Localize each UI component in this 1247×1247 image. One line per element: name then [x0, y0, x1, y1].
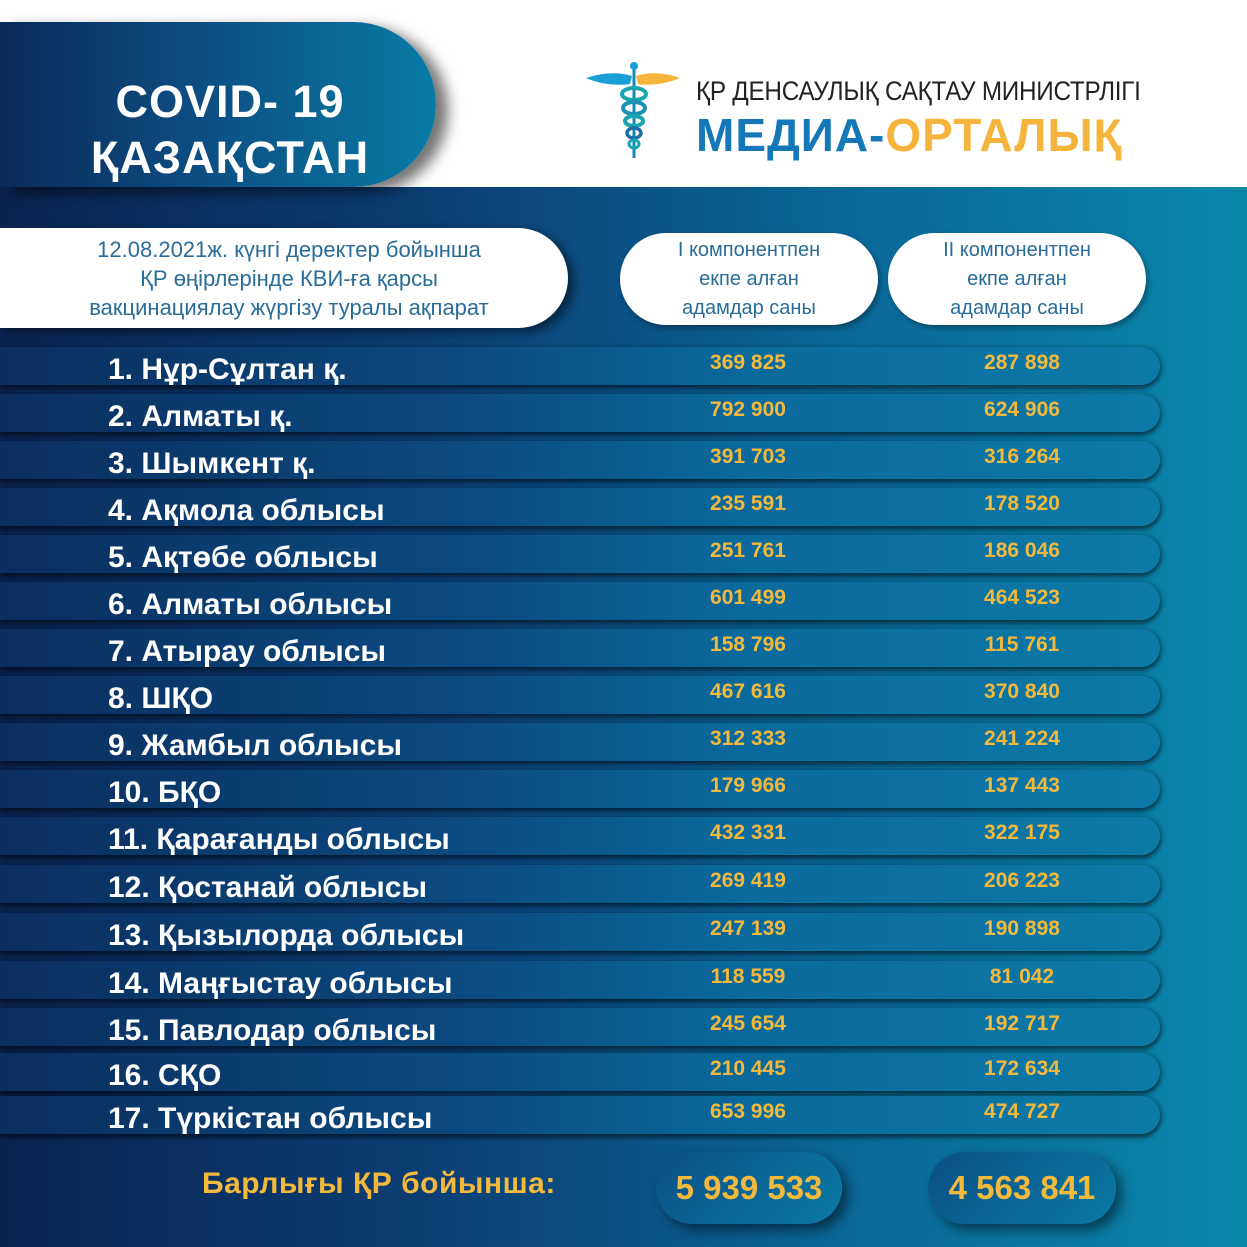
dose1-value: 245 654 — [710, 1012, 786, 1035]
dose2-value: 172 634 — [984, 1057, 1060, 1080]
total-label: Барлығы ҚР бойынша: — [202, 1167, 556, 1200]
region-name: 16. СҚО — [108, 1059, 222, 1092]
table-row: 10. БҚО 179 966 137 443 — [0, 770, 1160, 809]
region-name: 11. Қарағанды облысы — [108, 823, 450, 856]
table-row: 5. Ақтөбе облысы 251 761 186 046 — [0, 535, 1160, 574]
dose2-value: 287 898 — [984, 351, 1060, 374]
media-center-logo: ҚР ДЕНСАУЛЫҚ САҚТАУ МИНИСТРЛІГІ МЕДИА-ОР… — [516, 14, 1184, 177]
dose1-value: 312 333 — [710, 727, 786, 750]
table-row: 14. Маңғыстау облысы 118 559 81 042 — [0, 961, 1160, 1000]
title-country: ҚАЗАҚСТАН — [90, 132, 370, 183]
region-name: 10. БҚО — [108, 776, 222, 809]
region-name: 1. Нұр-Сұлтан қ. — [108, 353, 347, 386]
dose1-value: 247 139 — [710, 917, 786, 940]
table-row: 16. СҚО 210 445 172 634 — [0, 1053, 1160, 1092]
dose1-value: 269 419 — [710, 869, 786, 892]
dose2-value: 370 840 — [984, 680, 1060, 703]
region-name: 15. Павлодар облысы — [108, 1014, 437, 1047]
table-row: 3. Шымкент қ. 391 703 316 264 — [0, 441, 1160, 480]
table-row: 17. Түркістан облысы 653 996 474 727 — [0, 1096, 1160, 1135]
region-name: 9. Жамбыл облысы — [108, 729, 402, 762]
column-header-dose1: I компонентпен екпе алған адамдар саны — [620, 233, 878, 325]
dose1-value: 251 761 — [710, 539, 786, 562]
column-header-text: I компонентпен — [677, 238, 821, 261]
column-header-text: адамдар саны — [682, 296, 816, 319]
media-name-part1: МЕДИА- — [696, 109, 886, 161]
region-name: 4. Ақмола облысы — [108, 494, 385, 527]
dose1-value: 467 616 — [710, 680, 786, 703]
column-header-text: екпе алған — [967, 267, 1067, 290]
region-name: 5. Ақтөбе облысы — [108, 541, 378, 574]
column-header-text: II компонентпен — [943, 238, 1091, 261]
table-row: 7. Атырау облысы 158 796 115 761 — [0, 629, 1160, 668]
media-center-name: МЕДИА-ОРТАЛЫҚ — [696, 108, 1123, 162]
table-row: 15. Павлодар облысы 245 654 192 717 — [0, 1008, 1160, 1047]
table-row: 11. Қарағанды облысы 432 331 322 175 — [0, 817, 1160, 856]
region-name: 13. Қызылорда облысы — [108, 919, 465, 952]
report-date-line: 12.08.2021ж. күнгі деректер бойынша — [97, 236, 481, 262]
dose1-value: 158 796 — [710, 633, 786, 656]
dose1-value: 391 703 — [710, 445, 786, 468]
dose1-value: 235 591 — [710, 492, 786, 515]
region-name: 7. Атырау облысы — [108, 635, 387, 668]
table-row: 1. Нұр-Сұлтан қ. 369 825 287 898 — [0, 347, 1160, 386]
dose2-value: 81 042 — [989, 965, 1055, 988]
dose2-value: 186 046 — [984, 539, 1060, 562]
region-name: 6. Алматы облысы — [108, 588, 393, 621]
ministry-name: ҚР ДЕНСАУЛЫҚ САҚТАУ МИНИСТРЛІГІ — [696, 76, 1141, 106]
dose1-value: 601 499 — [710, 586, 786, 609]
dose2-value: 241 224 — [984, 727, 1060, 750]
table-row: 4. Ақмола облысы 235 591 178 520 — [0, 488, 1160, 527]
report-subject-line: ҚР өңірлерінде КВИ-ға қарсы — [140, 265, 438, 291]
dose2-value: 322 175 — [984, 821, 1060, 844]
table-row: 9. Жамбыл облысы 312 333 241 224 — [0, 723, 1160, 762]
region-name: 12. Қостанай облысы — [108, 871, 428, 904]
dose1-value: 369 825 — [710, 351, 786, 374]
dose2-value: 115 761 — [984, 633, 1060, 656]
dose1-value: 210 445 — [710, 1057, 786, 1080]
table-row: 12. Қостанай облысы 269 419 206 223 — [0, 865, 1160, 904]
dose2-value: 206 223 — [984, 869, 1060, 892]
title-covid: COVID- 19 — [115, 76, 345, 127]
region-name: 8. ШҚО — [108, 682, 214, 715]
dose2-value: 190 898 — [984, 917, 1060, 940]
total-dose2: 4 563 841 — [928, 1152, 1116, 1224]
dose1-value: 653 996 — [710, 1100, 786, 1123]
dose2-value: 464 523 — [984, 586, 1060, 609]
dose1-value: 432 331 — [710, 821, 786, 844]
dose2-value: 474 727 — [984, 1100, 1060, 1123]
dose2-value: 192 717 — [984, 1012, 1060, 1035]
dose2-value: 137 443 — [984, 774, 1060, 797]
dose2-value: 178 520 — [984, 492, 1060, 515]
region-name: 2. Алматы қ. — [108, 400, 293, 433]
dose2-value: 316 264 — [984, 445, 1060, 468]
dose1-value: 118 559 — [710, 965, 786, 988]
report-topic-line: вакцинациялау жүргізу туралы ақпарат — [89, 294, 489, 320]
column-header-text: екпе алған — [699, 267, 799, 290]
region-name: 3. Шымкент қ. — [108, 447, 316, 480]
table-row: 13. Қызылорда облысы 247 139 190 898 — [0, 913, 1160, 952]
table-row: 8. ШҚО 467 616 370 840 — [0, 676, 1160, 715]
media-name-part2: ОРТАЛЫҚ — [885, 109, 1123, 161]
table-row: 2. Алматы қ. 792 900 624 906 — [0, 394, 1160, 433]
header-area: COVID- 19 ҚАЗАҚСТАН ҚР ДЕНСАУЛЫҚ САҚТАУ … — [0, 0, 1247, 187]
report-description: 12.08.2021ж. күнгі деректер бойынша ҚР ө… — [0, 228, 568, 328]
table-row: 6. Алматы облысы 601 499 464 523 — [0, 582, 1160, 621]
dose2-value: 624 906 — [984, 398, 1060, 421]
region-name: 14. Маңғыстау облысы — [108, 967, 453, 1000]
region-name: 17. Түркістан облысы — [108, 1102, 433, 1135]
dose1-value: 179 966 — [710, 774, 786, 797]
caduceus-icon — [586, 62, 680, 158]
total-dose1: 5 939 533 — [656, 1152, 842, 1224]
column-header-dose2: II компонентпен екпе алған адамдар саны — [888, 233, 1146, 325]
title-banner: COVID- 19 ҚАЗАҚСТАН — [0, 22, 436, 187]
dose1-value: 792 900 — [710, 398, 786, 421]
column-header-text: адамдар саны — [950, 296, 1084, 319]
